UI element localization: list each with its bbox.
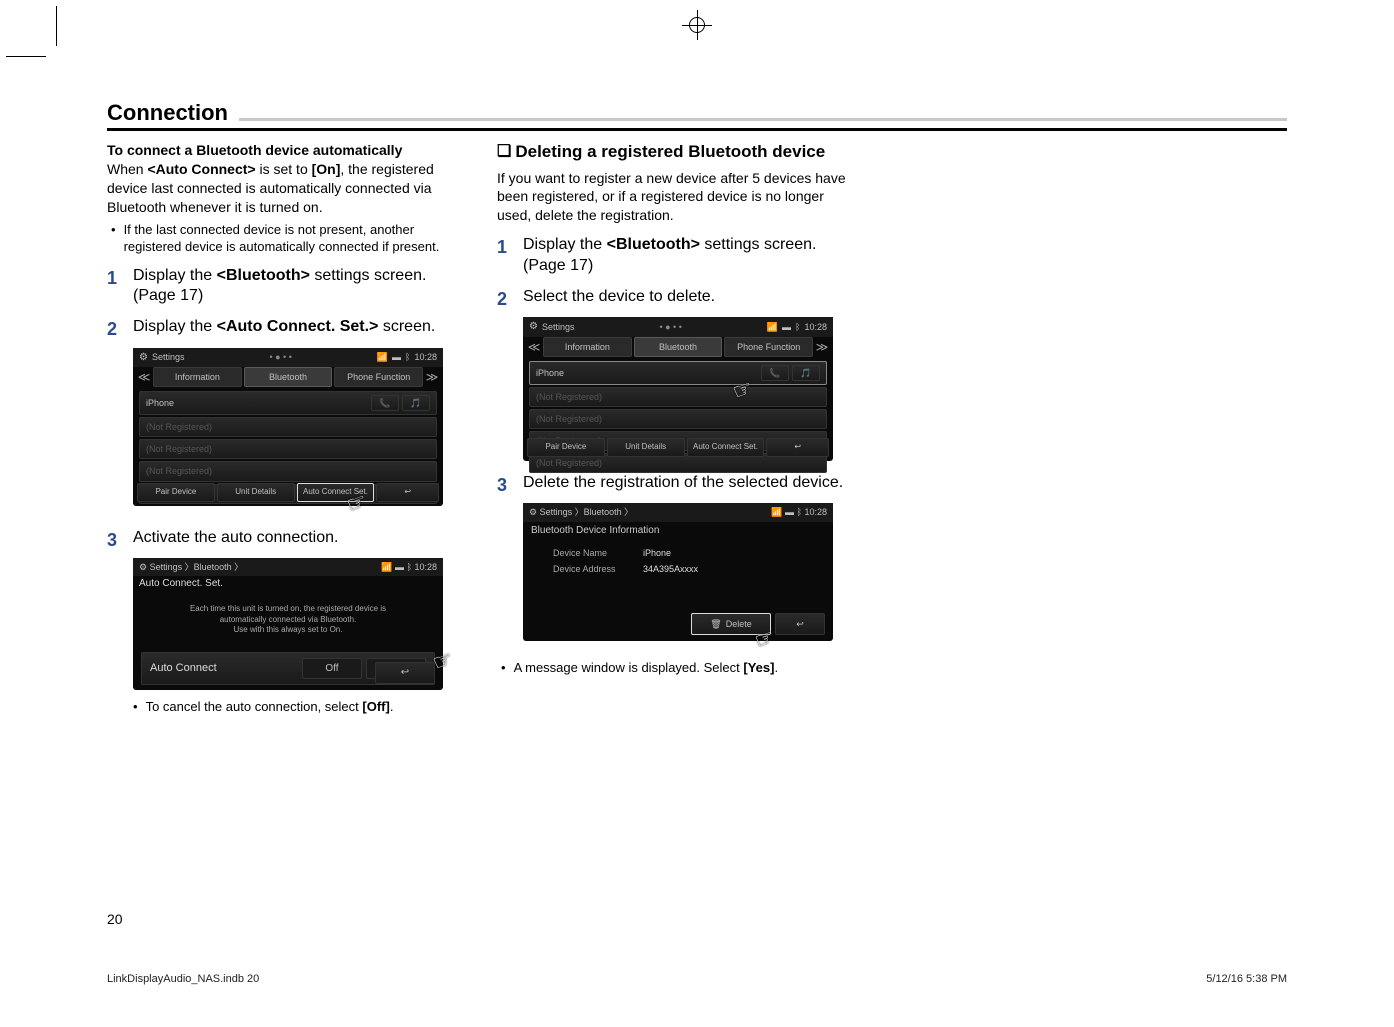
section-title: Connection bbox=[107, 100, 1287, 131]
clock-text: 10:28 bbox=[804, 321, 827, 333]
phone-icon: 📞 bbox=[761, 365, 789, 381]
clock-text: 10:28 bbox=[804, 507, 827, 517]
bullet-last-device: • If the last connected device is not pr… bbox=[111, 221, 457, 256]
bluetooth-icon: ᛒ bbox=[795, 321, 800, 333]
step-number: 1 bbox=[107, 266, 133, 308]
delete-intro: If you want to register a new device aft… bbox=[497, 169, 847, 226]
bluetooth-icon: ᛒ bbox=[405, 351, 410, 363]
pair-device-button: Pair Device bbox=[527, 438, 605, 457]
tab-information: Information bbox=[543, 337, 632, 357]
back-button: ↩ bbox=[376, 483, 439, 502]
tab-bluetooth: Bluetooth bbox=[634, 337, 723, 357]
signal-icon: 📶 bbox=[381, 562, 395, 572]
chevron-right-icon: ≫ bbox=[815, 339, 829, 355]
settings-label: Settings bbox=[152, 351, 185, 363]
device-row-empty: (Not Registered) bbox=[139, 417, 437, 437]
gear-icon: ⚙ bbox=[139, 351, 148, 365]
auto-connect-message: Each time this unit is turned on, the re… bbox=[133, 594, 443, 645]
toggle-off-option: Off bbox=[302, 658, 362, 680]
back-button: ↩ bbox=[375, 662, 435, 684]
step-number: 2 bbox=[497, 287, 523, 311]
back-button: ↩ bbox=[766, 438, 829, 457]
subsection-title: Deleting a registered Bluetooth device bbox=[515, 141, 825, 163]
unit-details-button: Unit Details bbox=[607, 438, 685, 457]
clock-text: 10:28 bbox=[414, 562, 437, 572]
screenshot-bluetooth-settings: ⚙Settings • ● • • 📶▬ᛒ10:28 ≪ Information… bbox=[133, 348, 443, 506]
signal-icon: 📶 bbox=[767, 321, 778, 333]
auto-connect-heading: To connect a Bluetooth device automatica… bbox=[107, 141, 457, 160]
tab-bluetooth: Bluetooth bbox=[244, 367, 333, 387]
col2-step-1: 1 Display the <Bluetooth> settings scree… bbox=[497, 235, 847, 277]
footer-date: 5/12/16 5:38 PM bbox=[1206, 973, 1287, 985]
breadcrumb-text: Settings 〉Bluetooth 〉 bbox=[540, 507, 634, 517]
battery-icon: ▬ bbox=[392, 351, 401, 363]
step-number: 2 bbox=[107, 317, 133, 341]
battery-icon: ▬ bbox=[395, 562, 407, 572]
screenshot-delete-device: ⚙ Settings 〉Bluetooth 〉 📶 ▬ ᛒ 10:28 Blue… bbox=[523, 503, 833, 641]
settings-label: Settings bbox=[542, 321, 575, 333]
chevron-left-icon: ≪ bbox=[137, 369, 151, 385]
bullet-confirm-yes: • A message window is displayed. Select … bbox=[501, 659, 847, 677]
phone-icon: 📞 bbox=[371, 395, 399, 411]
music-icon: 🎵 bbox=[792, 365, 820, 381]
device-address-row: Device Address 34A395Axxxx bbox=[523, 561, 833, 577]
chevron-right-icon: ≫ bbox=[425, 369, 439, 385]
device-row-empty: (Not Registered) bbox=[529, 409, 827, 429]
trash-icon: 🗑 bbox=[710, 618, 721, 630]
device-row-empty: (Not Registered) bbox=[139, 439, 437, 459]
auto-connect-set-button: Auto Connect Set. bbox=[687, 438, 765, 457]
signal-icon: 📶 bbox=[771, 507, 785, 517]
signal-icon: 📶 bbox=[377, 351, 388, 363]
auto-connect-title: Auto Connect. Set. bbox=[133, 576, 443, 595]
column-2: ❏ Deleting a registered Bluetooth device… bbox=[497, 141, 847, 719]
bullet-cancel: • To cancel the auto connection, select … bbox=[133, 698, 457, 716]
gear-icon: ⚙ bbox=[529, 507, 540, 517]
column-1: To connect a Bluetooth device automatica… bbox=[107, 141, 457, 719]
battery-icon: ▬ bbox=[782, 321, 791, 333]
col1-step-3: 3 Activate the auto connection. bbox=[107, 528, 457, 552]
col1-step-2: 2 Display the <Auto Connect. Set.> scree… bbox=[107, 317, 457, 341]
clock-text: 10:28 bbox=[414, 351, 437, 363]
screenshot-auto-connect-set: ⚙ Settings 〉Bluetooth 〉 📶 ▬ ᛒ 10:28 Auto… bbox=[133, 558, 443, 690]
footer-filename: LinkDisplayAudio_NAS.indb 20 bbox=[107, 973, 259, 985]
breadcrumb-text: Settings 〉Bluetooth 〉 bbox=[150, 562, 244, 572]
title-rule-gray bbox=[239, 118, 1287, 121]
col2-step-2: 2 Select the device to delete. bbox=[497, 287, 847, 311]
step-number: 3 bbox=[497, 473, 523, 497]
unit-details-button: Unit Details bbox=[217, 483, 295, 502]
device-info-title: Bluetooth Device Information bbox=[523, 522, 833, 546]
battery-icon: ▬ bbox=[785, 507, 797, 517]
device-row-empty: (Not Registered) bbox=[529, 387, 827, 407]
back-button: ↩ bbox=[775, 613, 825, 635]
device-row-iphone-selected: iPhone 📞 🎵 bbox=[529, 361, 827, 385]
device-row-iphone: iPhone 📞 🎵 bbox=[139, 391, 437, 415]
toggle-label: Auto Connect bbox=[150, 661, 298, 676]
section-title-text: Connection bbox=[107, 100, 228, 125]
step-number: 1 bbox=[497, 235, 523, 277]
subsection-delete-device: ❏ Deleting a registered Bluetooth device bbox=[497, 141, 847, 163]
tab-information: Information bbox=[153, 367, 242, 387]
pair-device-button: Pair Device bbox=[137, 483, 215, 502]
device-name-row: Device Name iPhone bbox=[523, 545, 833, 561]
tab-phone-function: Phone Function bbox=[334, 367, 423, 387]
subsection-marker-icon: ❏ bbox=[497, 141, 511, 163]
col1-step-1: 1 Display the <Bluetooth> settings scree… bbox=[107, 266, 457, 308]
page-number: 20 bbox=[107, 911, 123, 927]
tab-phone-function: Phone Function bbox=[724, 337, 813, 357]
screenshot-select-device: ⚙Settings • ● • • 📶▬ᛒ10:28 ≪ Information… bbox=[523, 317, 833, 461]
step-number: 3 bbox=[107, 528, 133, 552]
gear-icon: ⚙ bbox=[139, 562, 150, 572]
auto-connect-body: When <Auto Connect> is set to [On], the … bbox=[107, 160, 457, 217]
chevron-left-icon: ≪ bbox=[527, 339, 541, 355]
gear-icon: ⚙ bbox=[529, 320, 538, 334]
device-row-empty: (Not Registered) bbox=[139, 461, 437, 481]
music-icon: 🎵 bbox=[402, 395, 430, 411]
